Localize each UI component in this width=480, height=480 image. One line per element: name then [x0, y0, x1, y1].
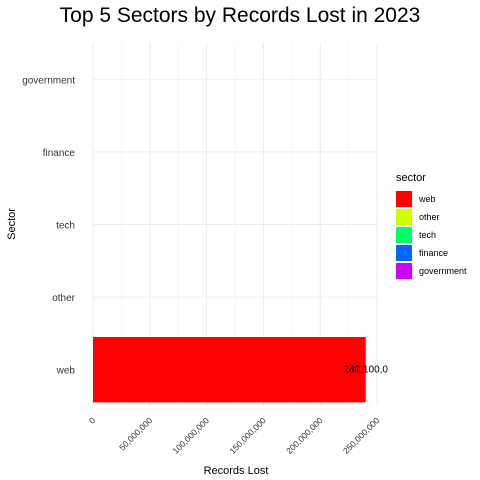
- legend-swatch: [396, 245, 412, 261]
- y-tick-label: government: [22, 75, 75, 86]
- x-tick-label: 100,000,000: [171, 415, 212, 456]
- legend-item-web: web: [396, 190, 467, 208]
- legend-item-other: other: [396, 208, 467, 226]
- legend-items: web other tech finance government: [396, 190, 467, 280]
- y-tick-label: tech: [56, 221, 75, 232]
- data-labels: 240,100,0: [344, 365, 389, 376]
- legend-label: web: [419, 194, 436, 204]
- x-tick-label: 200,000,000: [284, 415, 325, 456]
- x-axis-label: Records Lost: [204, 465, 269, 477]
- x-tick-label: 50,000,000: [117, 415, 154, 452]
- y-tick-label: finance: [43, 148, 76, 159]
- data-label-web: 240,100,0: [344, 365, 389, 376]
- legend-label: finance: [419, 248, 449, 258]
- legend-label: other: [419, 212, 440, 222]
- bar-web: [93, 337, 366, 403]
- legend: sector web other tech finance government: [396, 172, 467, 280]
- legend-label: tech: [419, 230, 437, 240]
- y-tick-labels: web other tech finance government: [22, 75, 75, 376]
- legend-item-finance: finance: [396, 244, 467, 262]
- x-tick-label: 250,000,000: [341, 415, 382, 456]
- bars: [93, 337, 366, 403]
- chart-title: Top 5 Sectors by Records Lost in 2023: [59, 4, 421, 27]
- legend-item-government: government: [396, 262, 467, 280]
- y-tick-label: other: [52, 293, 75, 304]
- y-axis-label: Sector: [6, 208, 18, 240]
- legend-swatch: [396, 209, 412, 225]
- y-tick-label: web: [56, 366, 76, 377]
- legend-swatch: [396, 191, 412, 207]
- x-tick-label: 0: [87, 415, 98, 426]
- x-tick-labels: 0 50,000,000 100,000,000 150,000,000 200,000…: [87, 415, 382, 456]
- legend-swatch: [396, 227, 412, 243]
- legend-swatch: [396, 263, 412, 279]
- legend-title: sector: [396, 172, 426, 184]
- x-tick-label: 150,000,000: [227, 415, 268, 456]
- legend-label: government: [419, 266, 467, 276]
- legend-item-tech: tech: [396, 226, 467, 244]
